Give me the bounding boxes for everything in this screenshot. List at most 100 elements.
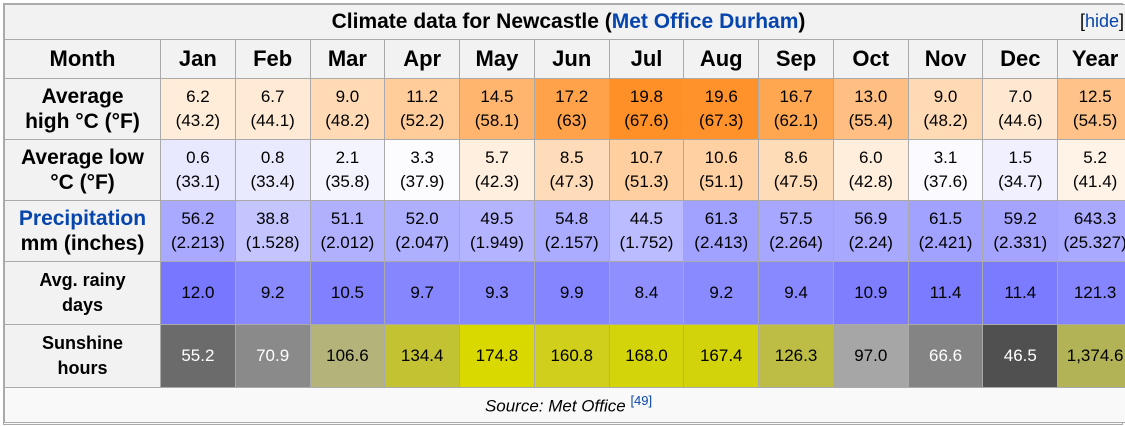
- sun-value: 126.3: [774, 346, 818, 365]
- rain-value-cell: 11.4: [982, 261, 1059, 325]
- high-value-cell: 7.0 (44.6): [982, 78, 1059, 140]
- low-value-cell: 1.5 (34.7): [982, 139, 1059, 201]
- prec-value: 61.5: [928, 209, 963, 228]
- low-value-cell: 6.0 (42.8): [832, 139, 909, 201]
- sun-value-cell: 168.0: [608, 324, 685, 388]
- high-value-cell: 6.2 (43.2): [160, 78, 236, 140]
- prec-value-imperial: (2.421): [918, 233, 973, 252]
- sun-value: 70.9: [256, 346, 290, 365]
- precipitation-label: Precipitation mm (inches): [4, 200, 161, 262]
- rain-value: 9.7: [410, 283, 434, 302]
- sun-value-cell: 66.6: [907, 324, 984, 388]
- sun-value: 106.6: [326, 346, 369, 365]
- rain-value: 9.2: [260, 283, 285, 302]
- average-high-label: Average high °C (°F): [4, 78, 161, 140]
- low-value-cell: 10.7 (51.3): [608, 139, 685, 201]
- rain-value-cell: 10.9: [832, 261, 909, 325]
- low-value-cell: 10.6 (51.1): [683, 139, 760, 201]
- prec-value-imperial: (1.528): [245, 233, 300, 252]
- prec-value-imperial: (1.949): [470, 233, 524, 252]
- prec-value: 51.1: [330, 209, 364, 228]
- low-value: 0.6: [186, 148, 210, 167]
- sun-value-cell: 134.4: [384, 324, 461, 388]
- prec-value-cell: 56.9 (2.24): [832, 200, 909, 262]
- month-header: Jan: [160, 39, 236, 79]
- average-low-label: Average low °C (°F): [4, 139, 161, 201]
- climate-table: Climate data for Newcastle (Met Office D…: [3, 4, 1125, 423]
- prec-value-cell: 54.8 (2.157): [533, 200, 610, 262]
- high-value: 17.2: [555, 87, 589, 106]
- high-value-imperial: (52.2): [399, 111, 445, 130]
- rainy-days-label: Avg. rainy days: [4, 261, 161, 325]
- rain-value: 12.0: [181, 283, 215, 302]
- rain-value-cell: 10.5: [309, 261, 386, 325]
- low-value-imperial: (33.1): [175, 172, 221, 191]
- prec-value-imperial: (2.213): [170, 233, 225, 252]
- high-value-imperial: (44.6): [998, 111, 1043, 130]
- low-value: 3.1: [933, 148, 958, 167]
- month-header: Oct: [832, 39, 909, 79]
- hide-link[interactable]: hide: [1085, 11, 1120, 31]
- prec-value-imperial: (25.327): [1063, 233, 1125, 252]
- rain-value-cell: 11.4: [907, 261, 984, 325]
- sunshine-label: Sunshine hours: [4, 324, 161, 388]
- prec-value: 61.3: [704, 209, 738, 228]
- met-office-durham-link[interactable]: Met Office Durham: [611, 10, 799, 33]
- month-header-row: Month Jan Feb Mar Apr May Jun Jul Aug Sep Oct Nov D…: [4, 39, 1125, 79]
- average-high-row: Average high °C (°F) 6.2 (43.2) 6.7 (44.1) 9.…: [4, 78, 1125, 140]
- high-value-cell: 6.7 (44.1): [234, 78, 311, 140]
- sun-value: 134.4: [400, 346, 444, 365]
- sun-value-cell: 160.8: [533, 324, 610, 388]
- high-value-imperial: (58.1): [474, 111, 520, 130]
- rain-value-cell: 9.2: [683, 261, 760, 325]
- rain-value-cell: 12.0: [160, 261, 236, 325]
- precipitation-row: Precipitation mm (inches) 56.2 (2.213) 38.8…: [4, 200, 1125, 262]
- low-value-imperial: (34.7): [998, 172, 1043, 191]
- sunshine-row: Sunshine hours 55.2 70.9 106.6 134.4 174.8 160…: [4, 324, 1125, 388]
- high-value-imperial: (67.6): [624, 111, 669, 130]
- high-value-cell: 17.2 (63): [533, 78, 610, 140]
- prec-value: 643.3: [1073, 209, 1117, 228]
- sun-value: 55.2: [181, 346, 215, 365]
- sun-value-cell: 70.9: [234, 324, 311, 388]
- rain-value-cell: 9.4: [758, 261, 834, 325]
- rain-value: 9.9: [559, 283, 584, 302]
- sun-value: 174.8: [475, 346, 519, 365]
- prec-value-cell: 49.5 (1.949): [459, 200, 535, 262]
- sun-value-cell: 46.5: [982, 324, 1059, 388]
- prec-value-cell: 38.8 (1.528): [234, 200, 311, 262]
- precipitation-link[interactable]: Precipitation: [18, 207, 147, 230]
- high-value-cell: 19.8 (67.6): [608, 78, 685, 140]
- climate-table-container: Climate data for Newcastle (Met Office D…: [3, 3, 1125, 425]
- high-value-cell: 16.7 (62.1): [758, 78, 834, 140]
- high-value: 12.5: [1078, 87, 1112, 106]
- low-value-imperial: (42.8): [848, 172, 893, 191]
- low-value-imperial: (37.9): [399, 172, 445, 191]
- sun-value: 160.8: [550, 346, 593, 365]
- prec-value-cell: 59.2 (2.331): [982, 200, 1059, 262]
- prec-value: 59.2: [1003, 209, 1037, 228]
- low-value-imperial: (35.8): [325, 172, 370, 191]
- high-value-imperial: (48.2): [923, 111, 968, 130]
- reference-link[interactable]: [49]: [630, 393, 653, 409]
- high-value: 6.2: [186, 87, 210, 106]
- prec-value: 57.5: [779, 209, 813, 228]
- low-value: 6.0: [858, 148, 883, 167]
- sun-value-cell: 126.3: [758, 324, 834, 388]
- low-value-cell: 0.8 (33.4): [234, 139, 311, 201]
- low-value-imperial: (33.4): [250, 172, 295, 191]
- sun-value: 1,374.6: [1066, 346, 1124, 365]
- high-value: 13.0: [854, 87, 888, 106]
- prec-value-cell: 61.3 (2.413): [683, 200, 760, 262]
- month-header: Mar: [309, 39, 386, 79]
- rain-value-cell: 9.7: [384, 261, 461, 325]
- rain-value: 121.3: [1073, 283, 1117, 302]
- rain-value: 9.4: [784, 283, 808, 302]
- rain-value: 8.4: [634, 283, 659, 302]
- sun-value-cell: 167.4: [683, 324, 760, 388]
- sun-value: 66.6: [928, 346, 963, 365]
- month-header: May: [459, 39, 535, 79]
- title-row: Climate data for Newcastle (Met Office D…: [3, 4, 1125, 40]
- low-value-imperial: (51.3): [624, 172, 669, 191]
- sun-value-cell: 174.8: [459, 324, 535, 388]
